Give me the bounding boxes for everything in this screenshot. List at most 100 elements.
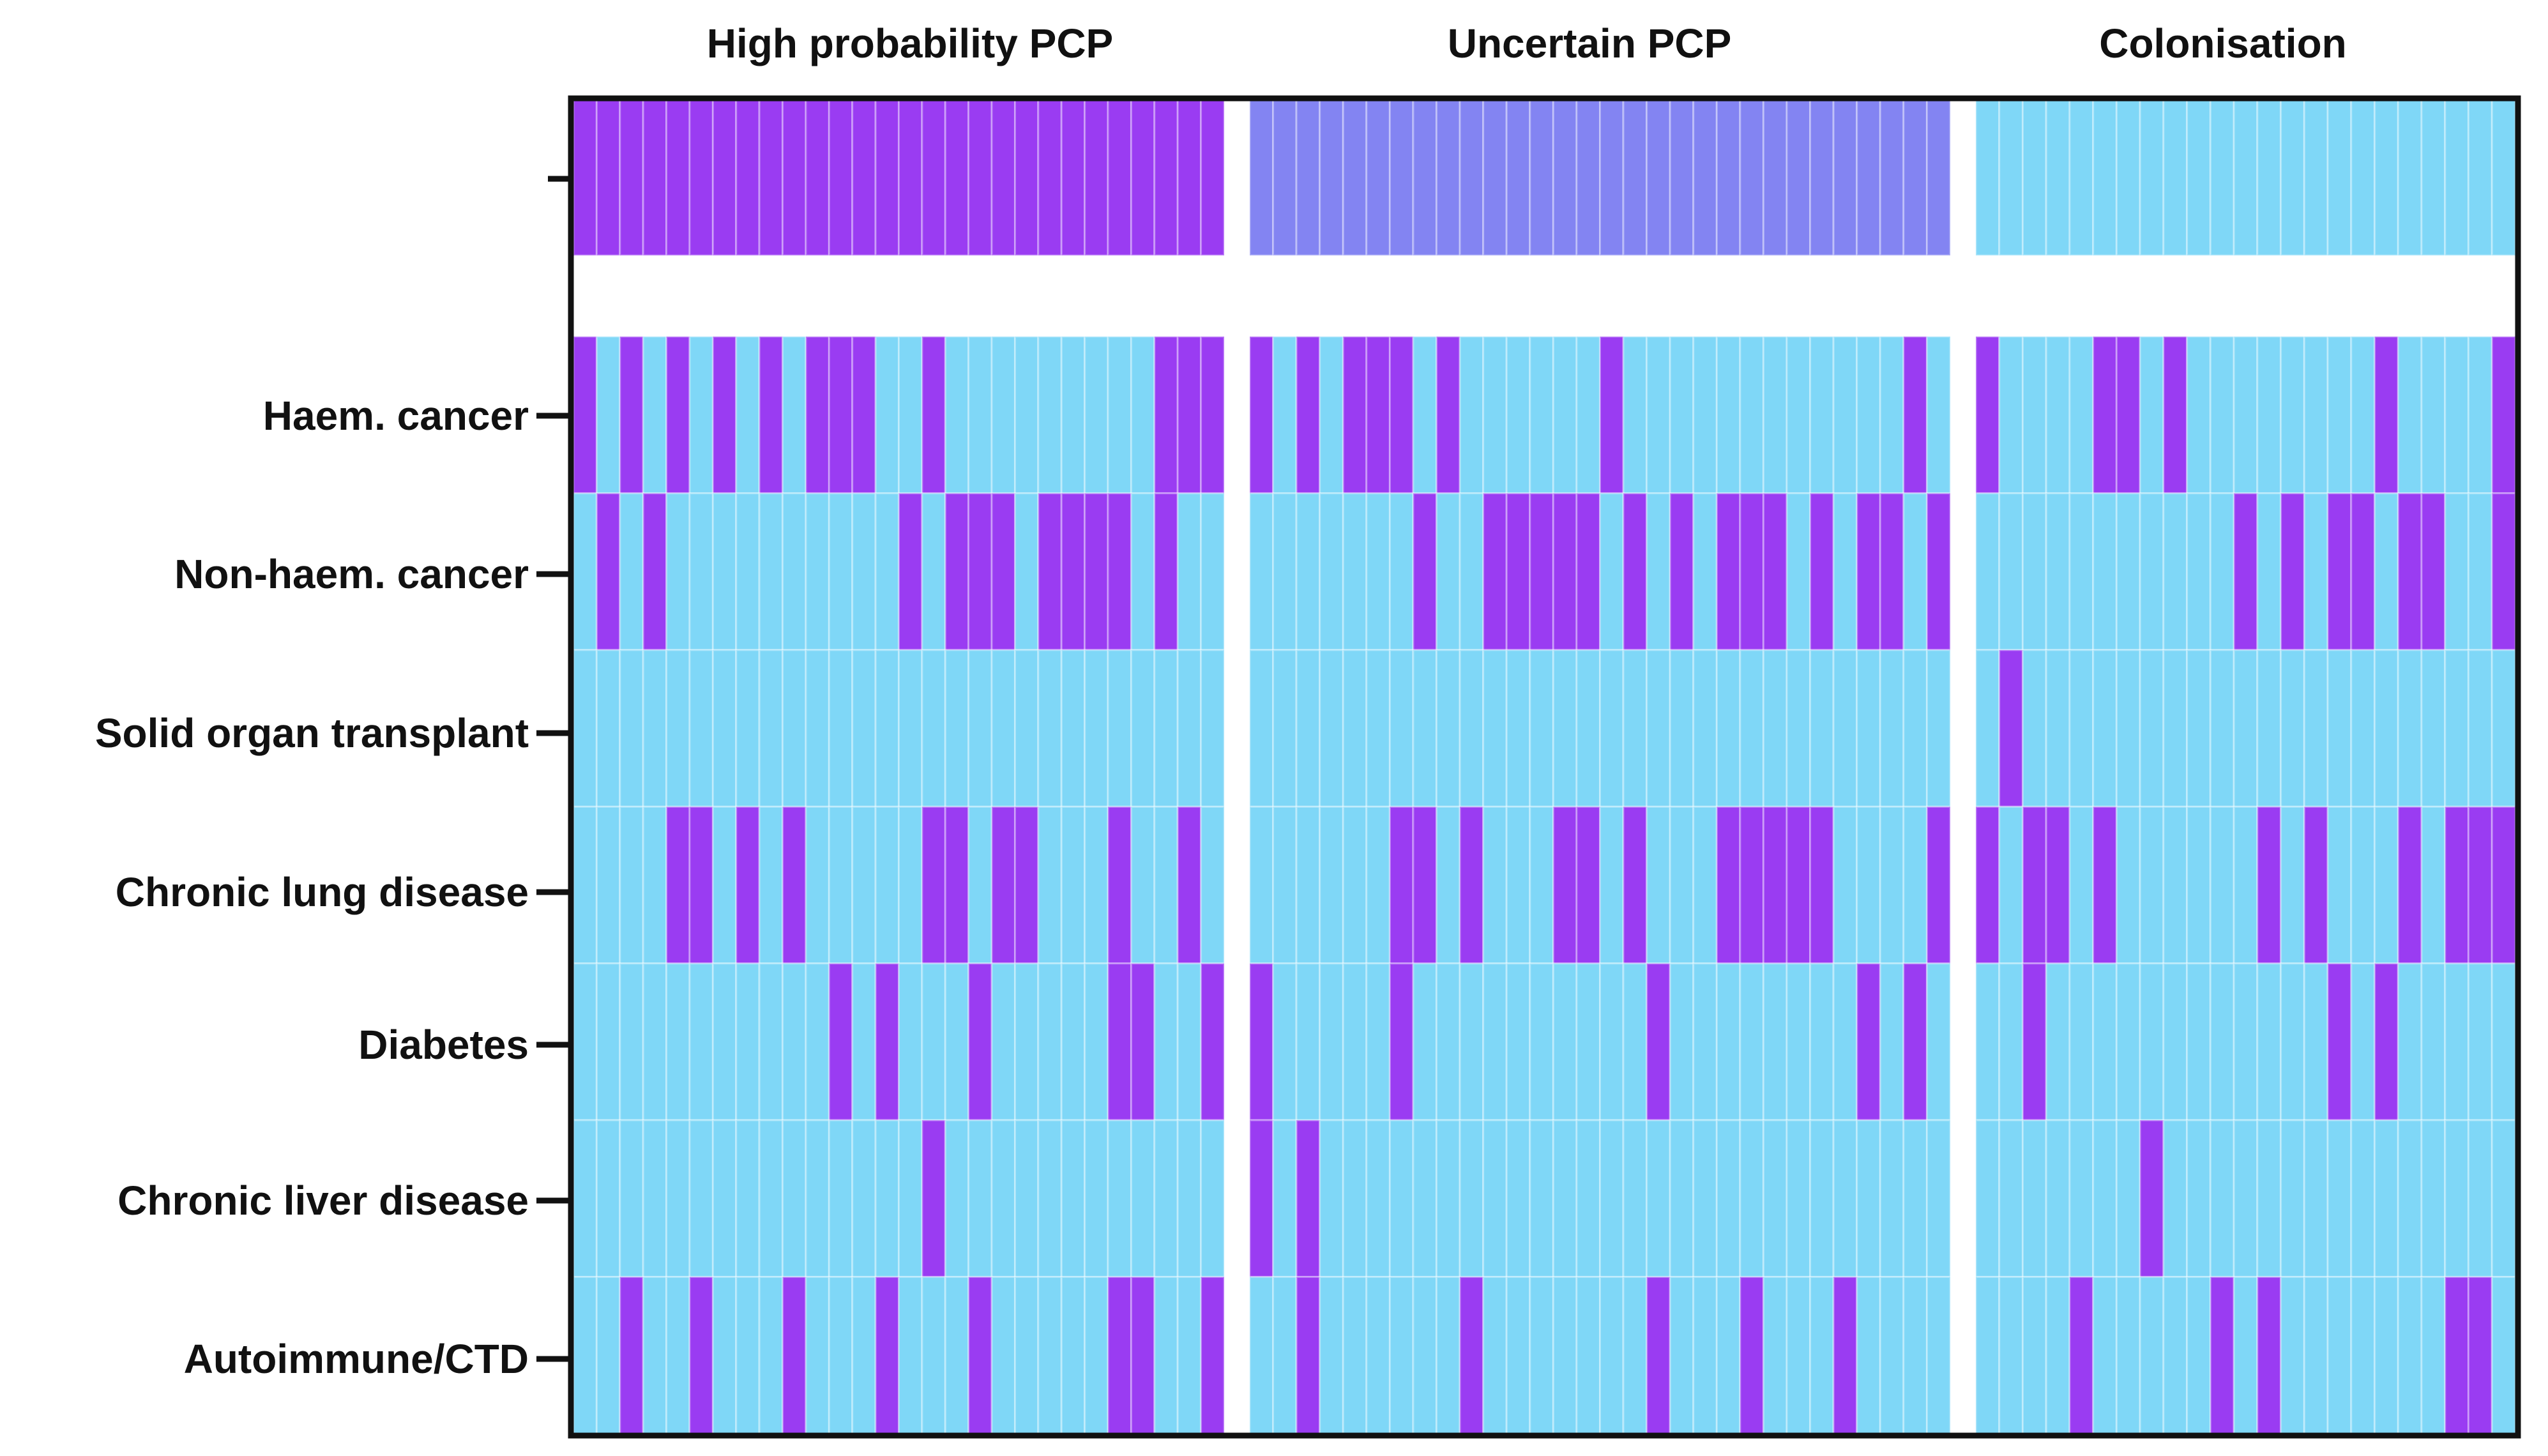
heatmap-cell <box>898 1119 923 1278</box>
heatmap-cell <box>782 1276 807 1435</box>
heatmap-cell <box>2162 1119 2188 1278</box>
heatmap-cell <box>1482 649 1508 808</box>
heatmap-cell <box>2468 805 2493 965</box>
heatmap-cell <box>1248 335 1275 494</box>
heatmap-cell <box>2280 805 2305 965</box>
heatmap-cell <box>1459 962 1485 1121</box>
heatmap-cell <box>1575 962 1601 1121</box>
heatmap-cell <box>1272 1276 1298 1435</box>
heatmap-cell <box>828 1119 854 1278</box>
row-label-solid-organ-transplant: Solid organ transplant <box>95 710 529 756</box>
heatmap-cell <box>1762 1276 1788 1435</box>
heatmap-cell <box>1412 335 1438 494</box>
heatmap-cell <box>2280 335 2305 494</box>
header-cell <box>2115 99 2141 257</box>
heatmap-cell <box>1272 649 1298 808</box>
heatmap-cell <box>921 1276 946 1435</box>
heatmap-cell <box>2326 1119 2353 1278</box>
heatmap-cell <box>2092 335 2118 494</box>
header-cell <box>735 99 761 257</box>
heatmap-cell <box>1856 335 1881 494</box>
heatmap-cell <box>1272 962 1298 1121</box>
heatmap-cell <box>619 962 644 1121</box>
heatmap-cell <box>1107 805 1132 965</box>
heatmap-cell <box>2115 649 2141 808</box>
heatmap-cell <box>1176 962 1202 1121</box>
heatmap-cell <box>2280 1276 2305 1435</box>
heatmap-cell <box>1856 962 1881 1121</box>
heatmap-cell <box>967 1119 993 1278</box>
heatmap-cell <box>1622 1276 1648 1435</box>
heatmap-cell <box>1998 649 2024 808</box>
heatmap-cell <box>665 805 691 965</box>
heatmap-cell <box>758 1276 784 1435</box>
heatmap-cell <box>1084 962 1109 1121</box>
header-cell <box>2303 99 2329 257</box>
header-cell <box>2045 99 2071 257</box>
heatmap-cell <box>2397 805 2423 965</box>
heatmap-cell <box>1622 805 1648 965</box>
heatmap-cell <box>2186 492 2211 651</box>
header-cell <box>1925 99 1952 257</box>
heatmap-cell <box>1856 805 1881 965</box>
heatmap-cell <box>758 1119 784 1278</box>
heatmap-cell <box>1879 335 1905 494</box>
heatmap-cell <box>1669 649 1695 808</box>
heatmap-cell <box>1925 649 1952 808</box>
group-title-high-probability: High probability PCP <box>707 20 1113 66</box>
header-gap <box>572 255 2517 337</box>
heatmap-cell <box>2468 962 2493 1121</box>
heatmap-cell <box>782 805 807 965</box>
heatmap-cell <box>874 805 900 965</box>
heatmap-cell <box>944 1119 970 1278</box>
heatmap-cell <box>1388 1276 1414 1435</box>
heatmap-cell <box>1342 805 1368 965</box>
heatmap-cell <box>619 1119 644 1278</box>
heatmap-cell <box>1552 805 1578 965</box>
header-cell <box>1692 99 1718 257</box>
heatmap-cell <box>2303 1276 2329 1435</box>
heatmap-cell <box>1692 962 1718 1121</box>
group-gap-1 <box>1224 100 1250 1434</box>
heatmap-cell <box>572 649 598 808</box>
heatmap-cell <box>1153 335 1179 494</box>
heatmap-cell <box>1295 962 1321 1121</box>
heatmap-cell <box>1762 1119 1788 1278</box>
heatmap-cell <box>1856 649 1881 808</box>
heatmap-cell <box>1505 962 1531 1121</box>
heatmap-cell <box>1200 962 1225 1121</box>
heatmap-cell <box>1037 962 1063 1121</box>
heatmap-cell <box>1832 649 1858 808</box>
heatmap-cell <box>1925 805 1952 965</box>
heatmap-cell <box>1622 649 1648 808</box>
heatmap-cell <box>967 492 993 651</box>
heatmap-cell <box>1505 1119 1531 1278</box>
heatmap-cell <box>1153 492 1179 651</box>
heatmap-cell <box>1646 649 1671 808</box>
heatmap-cell <box>805 1119 830 1278</box>
heatmap-cell <box>1715 1119 1741 1278</box>
header-cell <box>2420 99 2446 257</box>
heatmap-cell <box>1130 492 1156 651</box>
heatmap-cell <box>1902 1119 1928 1278</box>
heatmap-cell <box>688 1276 714 1435</box>
heatmap-cell <box>2374 335 2399 494</box>
heatmap-cell <box>2256 1276 2282 1435</box>
heatmap-cell <box>2021 335 2047 494</box>
heatmap-cell <box>1319 649 1344 808</box>
heatmap-cell <box>2233 649 2259 808</box>
heatmap-cell <box>1130 1276 1156 1435</box>
heatmap-cell <box>2068 805 2095 965</box>
heatmap-cell <box>711 492 738 651</box>
heatmap-cell <box>595 1276 621 1435</box>
header-cell <box>874 99 900 257</box>
heatmap-cell <box>851 335 877 494</box>
heatmap-cell <box>735 492 761 651</box>
header-cell <box>782 99 807 257</box>
heatmap-cell <box>1622 1119 1648 1278</box>
heatmap-cell <box>1692 335 1718 494</box>
heatmap-cell <box>1739 492 1764 651</box>
heatmap-cell <box>1809 1276 1835 1435</box>
heatmap-cell <box>1575 1276 1601 1435</box>
heatmap-cell <box>1762 962 1788 1121</box>
